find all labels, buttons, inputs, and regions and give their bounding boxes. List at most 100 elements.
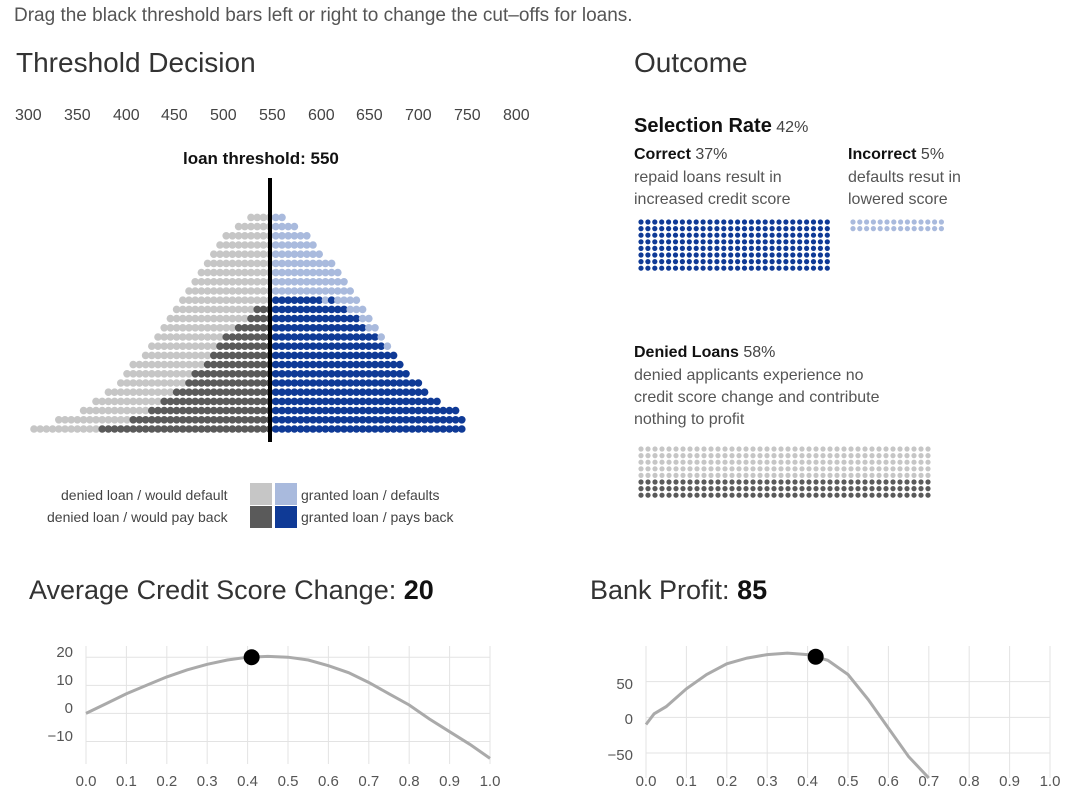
granted-pays-back-dot — [284, 370, 293, 378]
denied-would-default-dot — [785, 453, 791, 459]
denied-would-default-dot — [228, 278, 237, 286]
granted-pays-back-dot — [389, 351, 398, 360]
denied-would-default-dot — [925, 446, 931, 452]
y-tick-label: 10 — [56, 672, 73, 689]
granted-pays-back-dot — [340, 406, 348, 415]
granted-pays-back-dot — [439, 416, 448, 424]
correct-dot — [762, 219, 768, 225]
correct-dot — [638, 239, 644, 245]
correct-dot — [762, 259, 768, 265]
bank-profit-marker[interactable] — [807, 648, 824, 665]
denied-would-default-dot — [247, 305, 255, 314]
denied-would-pay-back-dot — [241, 388, 249, 396]
denied-would-pay-back-dot — [890, 486, 896, 492]
correct-dot — [741, 265, 748, 271]
scale-tick: 650 — [356, 107, 383, 124]
correct-desc-line: increased credit score — [634, 191, 791, 208]
denied-heading: Denied Loans 58% — [634, 344, 775, 362]
threshold-bar[interactable] — [268, 178, 272, 442]
x-tick-label: 0.3 — [757, 773, 778, 790]
granted-pays-back-dot — [346, 314, 355, 323]
denied-would-default-dot — [104, 388, 113, 396]
denied-would-default-dot — [799, 453, 805, 459]
denied-would-default-dot — [911, 453, 917, 459]
denied-would-pay-back-dot — [883, 486, 889, 492]
granted-pays-back-dot — [377, 351, 386, 360]
denied-would-default-dot — [750, 453, 756, 459]
denied-would-default-dot — [750, 472, 756, 478]
denied-would-default-dot — [715, 459, 721, 465]
denied-would-default-dot — [841, 446, 847, 452]
granted-pays-back-dot — [296, 296, 305, 304]
denied-would-pay-back-dot — [890, 479, 896, 485]
denied-would-pay-back-dot — [216, 351, 224, 360]
denied-would-pay-back-dot — [247, 397, 255, 406]
denied-would-pay-back-dot — [806, 486, 812, 492]
correct-dot — [762, 245, 768, 251]
correct-dot — [755, 265, 761, 271]
denied-would-default-dot — [228, 287, 237, 295]
denied-would-default-dot — [203, 305, 212, 314]
granted-defaults-dot — [365, 314, 373, 323]
denied-would-default-dot — [172, 351, 181, 360]
denied-would-pay-back-dot — [185, 388, 193, 396]
denied-would-default-dot — [179, 370, 187, 378]
credit-score-marker[interactable] — [243, 649, 260, 666]
correct-dot — [659, 259, 665, 265]
granted-pays-back-dot — [365, 425, 373, 433]
denied-would-pay-back-dot — [715, 486, 721, 492]
denied-would-default-dot — [234, 287, 243, 295]
granted-defaults-dot — [290, 268, 299, 277]
granted-defaults-dot — [278, 278, 286, 286]
denied-would-default-dot — [673, 466, 679, 472]
granted-defaults-dot — [290, 241, 299, 249]
legend-granted-payback-label: granted loan / pays back — [301, 509, 454, 525]
denied-would-default-dot — [638, 446, 644, 452]
granted-pays-back-dot — [340, 360, 348, 369]
granted-pays-back-dot — [278, 425, 286, 433]
denied-would-default-dot — [701, 466, 707, 472]
granted-pays-back-dot — [414, 388, 423, 396]
granted-defaults-dot — [358, 305, 367, 314]
incorrect-dot — [877, 226, 883, 232]
denied-would-pay-back-dot — [820, 492, 826, 498]
denied-would-pay-back-dot — [241, 342, 249, 350]
denied-would-pay-back-dot — [210, 351, 218, 360]
granted-pays-back-dot — [334, 360, 342, 369]
correct-dot — [824, 252, 830, 258]
correct-dot — [797, 239, 803, 245]
granted-defaults-dot — [272, 222, 280, 231]
granted-pays-back-dot — [327, 296, 336, 304]
denied-would-default-dot — [203, 278, 212, 286]
denied-would-pay-back-dot — [876, 479, 882, 485]
granted-defaults-dot — [346, 305, 355, 314]
correct-dot — [783, 232, 789, 238]
denied-would-default-dot — [820, 446, 826, 452]
denied-would-default-dot — [848, 466, 854, 472]
denied-would-default-dot — [154, 388, 162, 396]
denied-would-default-dot — [841, 453, 847, 459]
correct-dot — [783, 245, 789, 251]
denied-would-default-dot — [222, 296, 230, 304]
correct-dot — [659, 219, 665, 225]
denied-would-default-dot — [666, 446, 672, 452]
denied-would-default-dot — [771, 459, 777, 465]
granted-defaults-dot — [284, 278, 293, 286]
granted-defaults-dot — [321, 268, 330, 277]
denied-would-default-dot — [172, 342, 181, 350]
denied-would-pay-back-dot — [259, 397, 268, 406]
granted-pays-back-dot — [352, 406, 361, 415]
denied-would-pay-back-dot — [216, 342, 224, 350]
correct-dot — [679, 252, 685, 258]
denied-would-pay-back-dot — [154, 416, 162, 424]
granted-pays-back-dot — [371, 342, 379, 350]
granted-pays-back-dot — [296, 406, 305, 415]
granted-pays-back-dot — [278, 305, 286, 314]
denied-would-pay-back-dot — [185, 425, 193, 433]
granted-pays-back-dot — [334, 406, 342, 415]
denied-would-pay-back-dot — [197, 425, 206, 433]
denied-would-default-dot — [222, 268, 230, 277]
denied-would-pay-back-dot — [645, 492, 651, 498]
instructions-text: Drag the black threshold bars left or ri… — [14, 5, 633, 26]
scale-tick: 550 — [259, 107, 286, 124]
